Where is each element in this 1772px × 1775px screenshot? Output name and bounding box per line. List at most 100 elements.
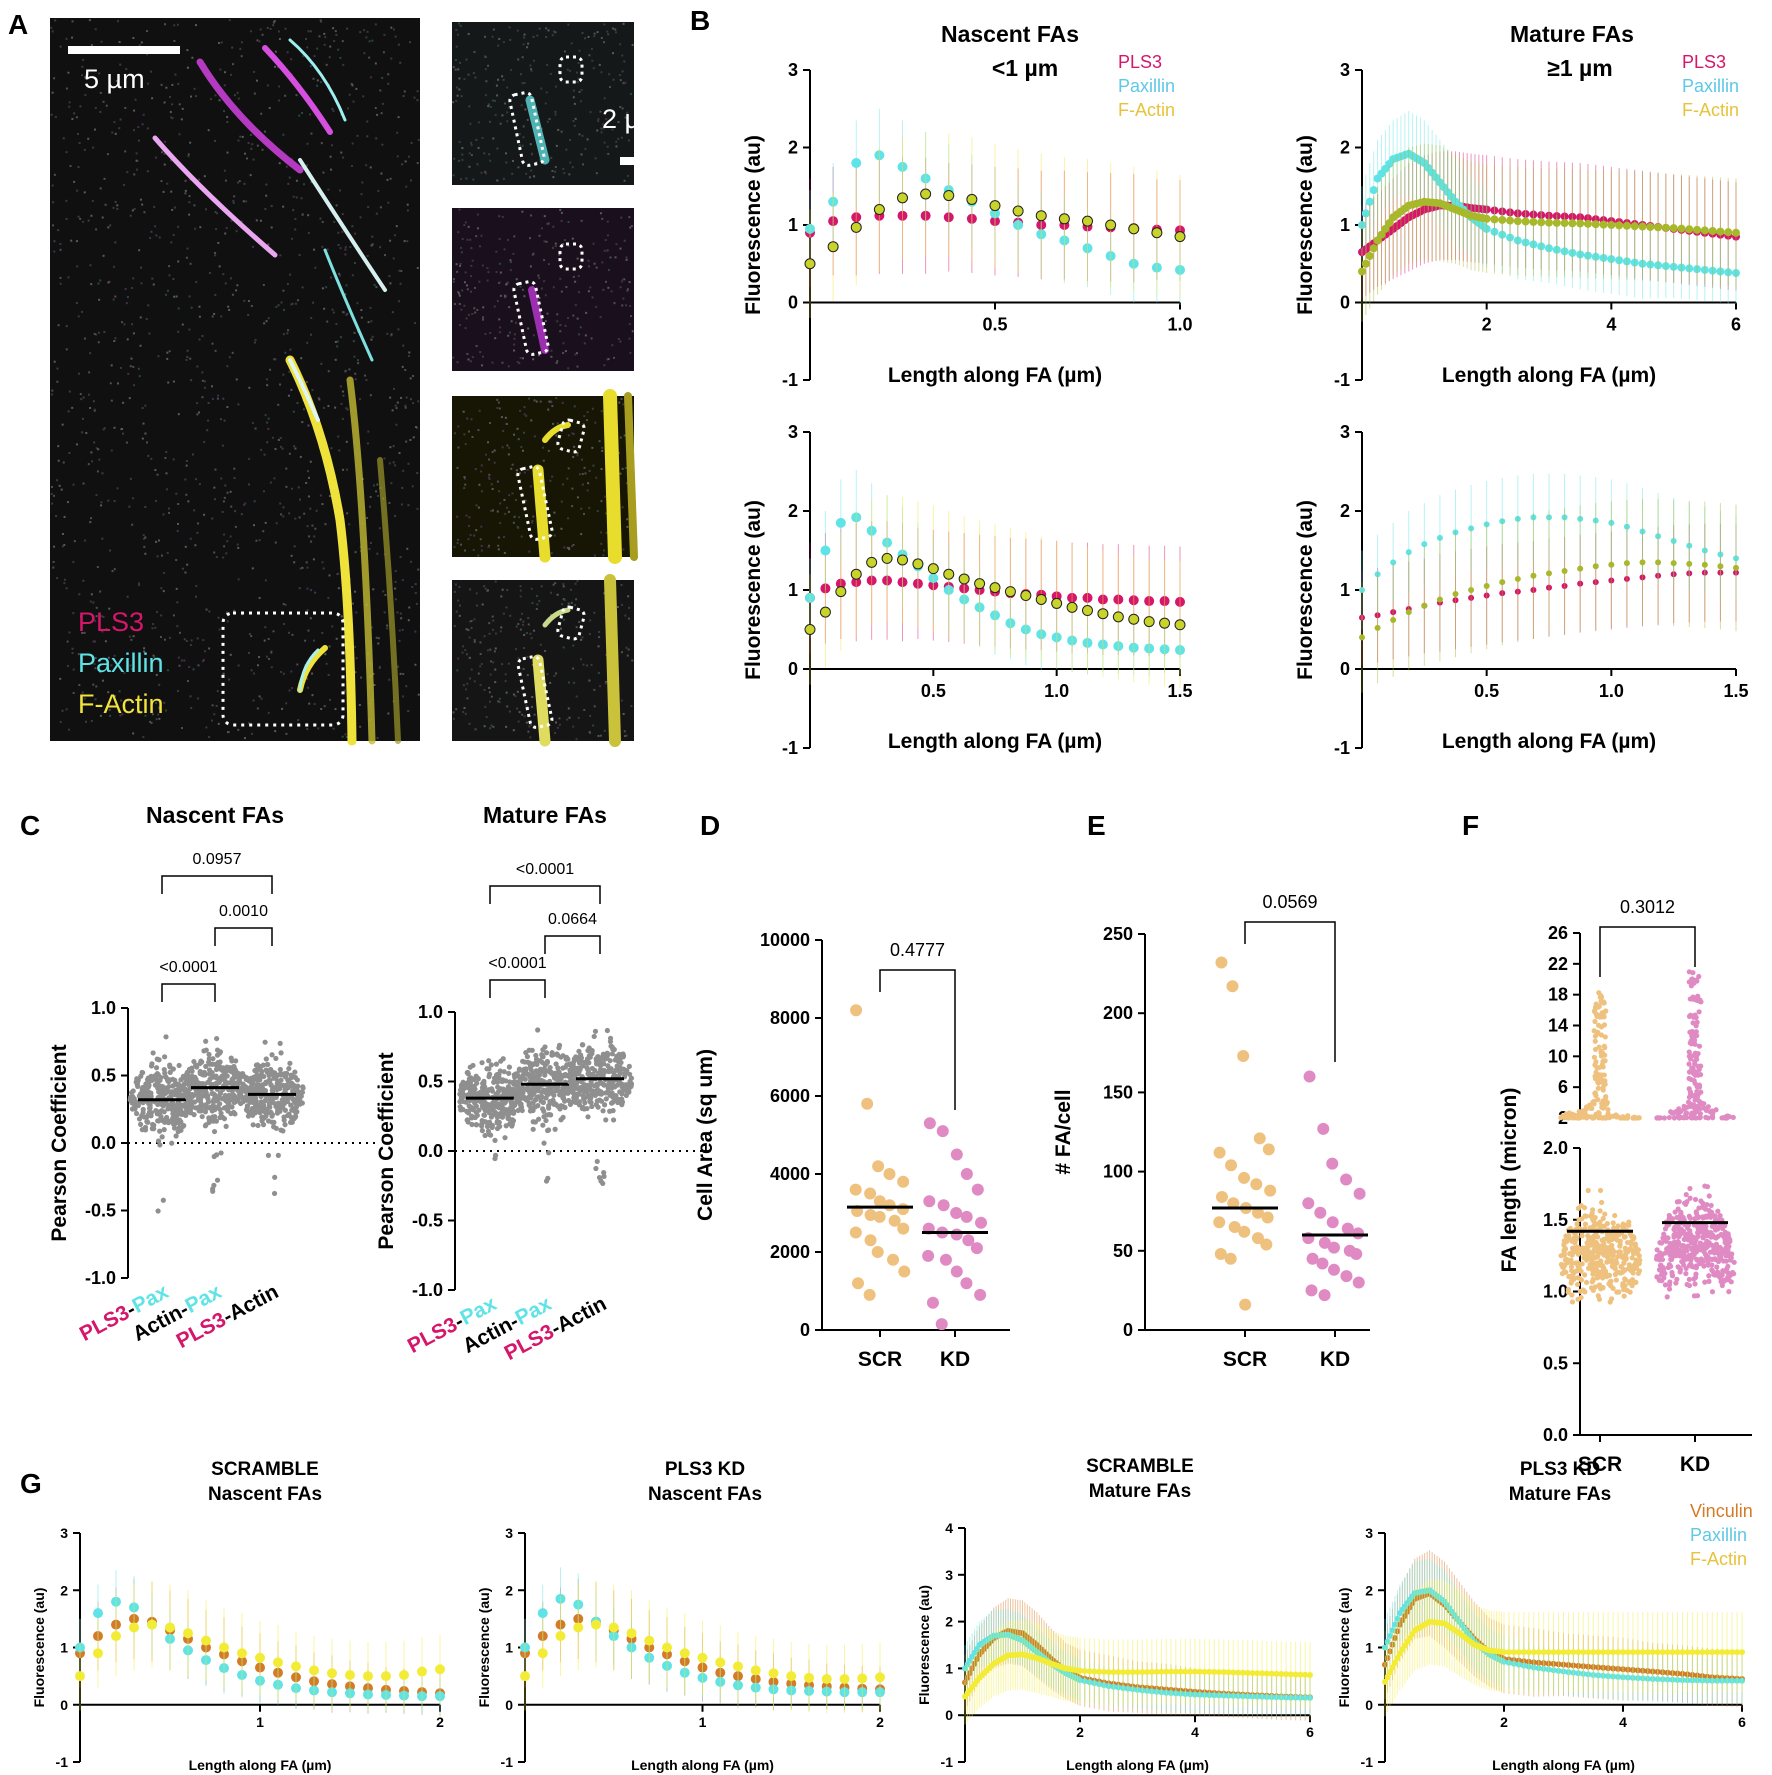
noise-dot [230,73,233,76]
F-Actin-point [1700,226,1709,235]
noise-dot [376,736,379,739]
noise-dot [623,434,626,437]
noise-dot [461,289,464,292]
noise-dot [288,370,291,373]
noise-dot [208,647,211,650]
data-point [532,1119,538,1125]
noise-dot [522,125,525,128]
noise-dot [370,244,373,247]
Paxillin-point [1082,637,1093,648]
noise-dot [52,494,55,497]
noise-dot [502,612,505,615]
noise-dot [484,68,487,71]
noise-dot [334,340,337,343]
noise-dot [129,365,132,368]
noise-dot [51,393,54,396]
noise-dot [191,56,194,59]
F-Actin-point [1686,560,1693,567]
noise-dot [507,662,510,665]
noise-dot [231,293,234,296]
noise-dot [144,536,147,539]
Paxillin-point [1020,624,1031,635]
noise-dot [535,400,538,403]
noise-dot [101,630,104,633]
data-point [170,1101,176,1107]
noise-dot [538,277,541,280]
noise-dot [98,72,101,75]
noise-dot [538,27,541,30]
noise-dot [536,34,539,37]
data-point [470,1076,477,1083]
noise-dot [584,147,587,150]
data-point [550,1051,556,1058]
noise-dot [499,502,502,505]
data-point [471,1083,477,1089]
y-tick-label: 2 [1340,501,1350,521]
noise-dot [93,128,96,131]
noise-dot [576,454,579,457]
noise-dot [360,309,363,312]
noise-dot [551,405,554,408]
noise-dot [309,460,312,463]
noise-dot [582,663,585,666]
noise-dot [144,505,147,508]
noise-dot [498,701,501,704]
data-point [207,1061,213,1067]
noise-dot [170,116,173,119]
PLS3-point [966,213,977,224]
noise-dot [371,335,374,338]
noise-dot [277,304,280,307]
noise-dot [124,106,127,109]
Paxillin-point [1686,542,1693,549]
data-point [280,1128,286,1134]
data-point [146,1091,153,1097]
noise-dot [370,338,373,341]
noise-dot [388,275,391,278]
noise-dot [397,116,400,119]
noise-dot [469,290,472,293]
noise-dot [309,65,312,68]
noise-dot [516,427,519,430]
data-point [492,1137,498,1143]
noise-dot [146,30,149,33]
noise-dot [567,517,570,520]
noise-dot [488,477,491,480]
F-Actin-point [866,556,878,568]
F-Actin-point [1468,587,1475,593]
data-point [526,1102,532,1108]
noise-dot [100,501,103,504]
PLS3-point [1686,570,1693,577]
noise-dot [258,656,261,659]
noise-dot [354,378,357,381]
noise-dot [620,216,623,219]
data-point [291,1115,297,1122]
noise-dot [267,243,270,246]
noise-dot [334,406,337,409]
data-point [203,1063,209,1069]
noise-dot [266,26,269,29]
noise-dot [397,43,400,46]
noise-dot [330,168,333,171]
noise-dot [89,264,92,267]
noise-dot [372,588,375,591]
noise-dot [550,614,553,617]
Paxillin-point [1175,645,1185,656]
noise-dot [549,591,552,594]
noise-dot [344,733,347,736]
noise-dot [355,657,358,660]
PLS3-point [1623,575,1630,582]
noise-dot [234,525,237,528]
noise-dot [464,688,467,691]
noise-dot [505,422,508,425]
noise-dot [465,58,468,61]
noise-dot [623,179,626,182]
data-point [543,1050,550,1056]
noise-dot [376,113,379,116]
noise-dot [456,669,459,672]
legend-factin: F-Actin [78,689,164,719]
noise-dot [278,99,281,102]
noise-dot [168,511,171,514]
noise-dot [278,85,281,88]
data-point [277,1103,284,1110]
noise-dot [562,583,565,586]
